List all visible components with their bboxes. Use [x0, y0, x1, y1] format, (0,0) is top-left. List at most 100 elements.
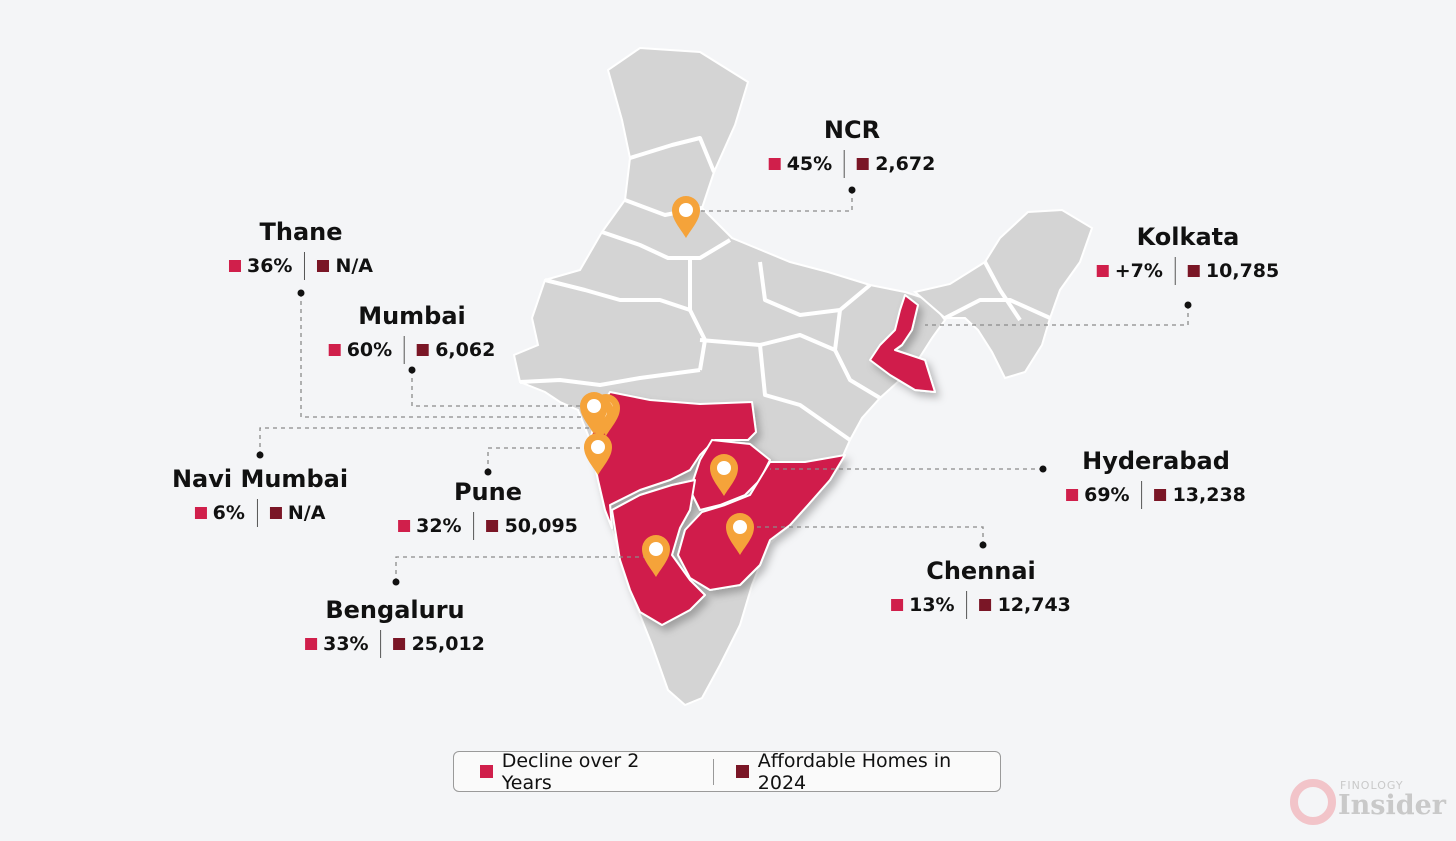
state-maharashtra: [589, 391, 757, 529]
city-name: Kolkata: [1136, 223, 1240, 251]
homes-marker-icon: [317, 260, 330, 272]
decline-value: 60%: [346, 339, 393, 361]
homes-value: N/A: [335, 255, 374, 277]
pin-pune: [584, 433, 612, 475]
decline-stat: 6%: [194, 502, 245, 524]
homes-value: N/A: [287, 502, 326, 524]
city-name: Navi Mumbai: [171, 465, 349, 493]
brand-small-text: FINOLOGY: [1340, 779, 1404, 792]
homes-stat: 2,672: [857, 153, 935, 175]
callout-thane: Thane 36% N/A: [228, 218, 373, 280]
decline-stat: 13%: [891, 594, 955, 616]
city-stats: 33% 25,012: [305, 630, 485, 658]
callout-chennai: Chennai 13% 12,743: [891, 557, 1071, 619]
brand-logo-icon: [1290, 779, 1336, 825]
homes-marker-icon: [417, 344, 430, 356]
stat-divider: [304, 252, 306, 280]
decline-value: 13%: [909, 594, 955, 616]
homes-marker-icon: [1187, 265, 1200, 277]
decline-marker-icon: [1096, 265, 1109, 277]
callout-bengaluru: Bengaluru 33% 25,012: [305, 596, 485, 658]
homes-marker-icon: [393, 638, 406, 650]
decline-stat: 36%: [228, 255, 292, 277]
brand-big-text: Insider: [1338, 790, 1446, 821]
homes-marker-icon: [269, 507, 282, 519]
homes-value: 10,785: [1205, 260, 1280, 282]
decline-value: 69%: [1084, 484, 1130, 506]
city-name: Thane: [259, 218, 343, 246]
decline-stat: +7%: [1096, 260, 1163, 282]
stat-divider: [380, 630, 382, 658]
pin-chennai: [726, 513, 754, 555]
homes-marker-icon: [979, 599, 992, 611]
callout-hyderabad: Hyderabad 69% 13,238: [1066, 447, 1246, 509]
brand-watermark: FINOLOGY Insider: [1288, 776, 1446, 826]
map-legend: Decline over 2 Years Affordable Homes in…: [453, 750, 1001, 794]
city-name: NCR: [823, 116, 881, 144]
leader-dots: [256, 186, 1192, 586]
legend-decline: Decline over 2 Years: [480, 750, 691, 794]
homes-stat: N/A: [269, 502, 326, 524]
legend-homes: Affordable Homes in 2024: [736, 750, 1000, 794]
stat-divider: [473, 512, 475, 540]
decline-marker-icon: [228, 260, 241, 272]
homes-stat: 50,095: [486, 515, 578, 537]
decline-value: 6%: [212, 502, 245, 524]
callout-mumbai: Mumbai 60% 6,062: [328, 302, 495, 364]
city-name: Hyderabad: [1082, 447, 1230, 475]
callout-navi-mumbai: Navi Mumbai 6% N/A: [172, 465, 348, 527]
decline-value: +7%: [1114, 260, 1163, 282]
callout-ncr: NCR 45% 2,672: [768, 116, 935, 178]
homes-value: 25,012: [411, 633, 485, 655]
city-stats: 6% N/A: [172, 499, 348, 527]
homes-value: 2,672: [875, 153, 936, 175]
city-stats: 69% 13,238: [1066, 481, 1246, 509]
decline-value: 33%: [323, 633, 369, 655]
legend-divider: [713, 758, 715, 785]
decline-stat: 69%: [1066, 484, 1130, 506]
homes-stat: 13,238: [1154, 484, 1246, 506]
homes-stat: N/A: [317, 255, 373, 277]
callout-pune: Pune 32% 50,095: [398, 478, 578, 540]
homes-value: 50,095: [504, 515, 578, 537]
stat-divider: [1141, 481, 1143, 509]
city-name: Chennai: [926, 557, 1036, 585]
homes-marker-icon: [1154, 489, 1167, 501]
decline-stat: 45%: [768, 153, 832, 175]
legend-decline-label: Decline over 2 Years: [501, 749, 640, 794]
city-name: Pune: [453, 478, 523, 506]
stat-divider: [1174, 257, 1176, 285]
decline-value: 32%: [416, 515, 462, 537]
decline-stat: 60%: [328, 339, 393, 361]
homes-stat: 6,062: [417, 339, 495, 361]
pin-ncr: [672, 196, 700, 238]
decline-marker-icon: [1066, 489, 1079, 501]
stat-divider: [844, 150, 846, 178]
decline-marker-icon: [328, 344, 341, 356]
state-westbengal: [869, 294, 936, 393]
city-name: Mumbai: [358, 302, 466, 330]
callout-kolkata: Kolkata +7% 10,785: [1096, 223, 1280, 285]
pin-mumbai: [580, 392, 608, 434]
decline-stat: 33%: [305, 633, 369, 655]
decline-marker-icon: [194, 507, 207, 519]
city-stats: 13% 12,743: [891, 591, 1071, 619]
stat-divider: [256, 499, 258, 527]
city-stats: 60% 6,062: [328, 336, 495, 364]
city-stats: +7% 10,785: [1096, 257, 1280, 285]
stat-divider: [404, 336, 406, 364]
homes-swatch-icon: [736, 765, 749, 778]
homes-value: 12,743: [997, 594, 1071, 616]
pin-hyderabad: [710, 454, 738, 496]
decline-swatch-icon: [480, 765, 493, 778]
homes-marker-icon: [857, 158, 870, 170]
homes-value: 6,062: [435, 339, 496, 361]
city-stats: 45% 2,672: [768, 150, 935, 178]
homes-stat: 25,012: [393, 633, 485, 655]
location-pins: [580, 196, 754, 577]
homes-value: 13,238: [1172, 484, 1246, 506]
state-andhra: [677, 454, 846, 591]
pin-bengaluru: [642, 535, 670, 577]
decline-marker-icon: [305, 638, 318, 650]
homes-stat: 10,785: [1187, 260, 1280, 282]
